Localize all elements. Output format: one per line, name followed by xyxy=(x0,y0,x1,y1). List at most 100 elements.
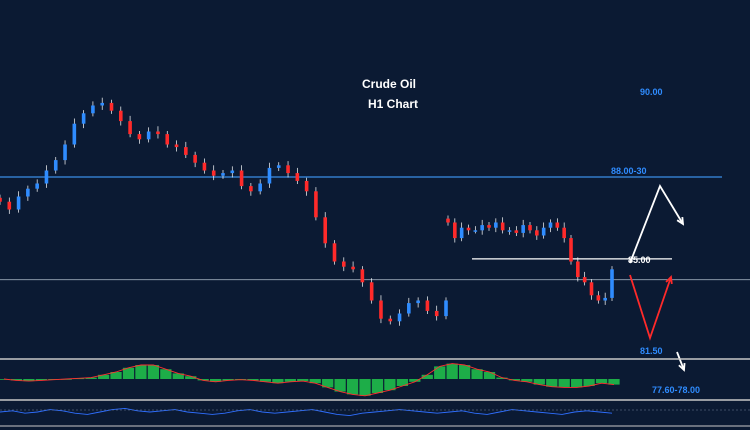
seg2-candle-15 xyxy=(548,222,553,228)
oscillator-bar-29 xyxy=(359,379,371,396)
seg1-candle-27 xyxy=(249,186,253,192)
seg1-candle-46 xyxy=(425,300,430,311)
seg1-candle-14 xyxy=(128,121,132,135)
oscillator-bar-7 xyxy=(85,377,97,379)
projection-line-2 xyxy=(676,351,685,371)
oscillator-bar-3 xyxy=(35,379,47,381)
seg1-candle-30 xyxy=(276,165,281,168)
oscillator-bar-37 xyxy=(458,365,471,379)
seg1-candle-13 xyxy=(118,110,123,122)
oscillator-bar-32 xyxy=(396,379,408,386)
seg1-candle-21 xyxy=(193,154,197,163)
seg1-candle-4 xyxy=(35,183,39,189)
seg1-candle-10 xyxy=(91,105,95,114)
oscillator-bar-25 xyxy=(309,379,321,384)
oscillator-bar-23 xyxy=(284,379,296,382)
seg1-candle-25 xyxy=(230,170,235,174)
seg2-candle-24 xyxy=(610,269,614,298)
seg1-candle-24 xyxy=(221,173,225,176)
oscillator-bar-33 xyxy=(409,379,421,382)
seg1-candle-48 xyxy=(444,300,448,317)
chart-subtitle: H1 Chart xyxy=(368,97,419,111)
oscillator-bar-15 xyxy=(185,376,197,379)
seg1-candle-23 xyxy=(211,170,216,176)
seg2-candle-3 xyxy=(466,227,471,231)
seg2-candle-11 xyxy=(521,225,525,233)
seg2-candle-10 xyxy=(514,230,519,233)
oscillator-bar-46 xyxy=(571,379,583,388)
seg1-candle-0 xyxy=(0,197,2,202)
level-label-88: 88.00-30 xyxy=(611,166,647,176)
seg2-candle-9 xyxy=(507,230,512,232)
seg1-candle-39 xyxy=(360,269,365,283)
oscillator-bar-10 xyxy=(122,367,135,379)
seg1-candle-31 xyxy=(286,165,290,174)
oscillator-bar-8 xyxy=(97,374,110,379)
oscillator-bar-47 xyxy=(583,379,595,386)
projection-line-1 xyxy=(629,274,672,341)
lower-indicator-line xyxy=(0,407,613,417)
oscillator-bar-45 xyxy=(558,379,570,388)
seg2-candle-2 xyxy=(459,227,464,239)
oscillator-bar-20 xyxy=(247,379,259,381)
projection-arrowhead-1 xyxy=(665,275,673,285)
oscillator-bar-48 xyxy=(595,379,608,384)
seg1-candle-35 xyxy=(323,217,328,244)
seg1-candle-16 xyxy=(146,131,151,140)
seg2-candle-12 xyxy=(528,225,532,231)
oscillator-bar-43 xyxy=(533,379,545,385)
oscillator-bar-2 xyxy=(23,379,35,382)
oscillator-signal-line xyxy=(3,363,615,397)
projection-arrowhead-0 xyxy=(676,216,685,226)
seg1-candle-42 xyxy=(388,318,393,322)
seg2-candle-4 xyxy=(473,230,478,232)
oscillator-bar-11 xyxy=(135,365,147,379)
seg1-candle-15 xyxy=(137,134,142,140)
seg1-candle-29 xyxy=(267,167,272,184)
seg2-candle-20 xyxy=(582,277,587,283)
seg1-candle-44 xyxy=(407,303,411,314)
seg1-candle-32 xyxy=(295,173,300,181)
seg1-candle-9 xyxy=(81,113,86,124)
oscillator-bar-42 xyxy=(521,379,533,382)
seg2-candle-19 xyxy=(576,261,580,278)
seg1-candle-8 xyxy=(72,123,77,145)
seg1-candle-2 xyxy=(16,196,21,210)
oscillator-bar-49 xyxy=(608,379,620,385)
seg1-candle-40 xyxy=(369,282,374,301)
projection-arrowhead-2 xyxy=(678,362,686,372)
seg2-candle-23 xyxy=(603,297,607,301)
oscillator-bar-39 xyxy=(483,372,496,379)
seg1-candle-3 xyxy=(26,188,30,197)
level-label-90: 90.00 xyxy=(640,87,663,97)
seg2-candle-7 xyxy=(494,222,498,228)
seg1-candle-26 xyxy=(239,170,244,187)
seg1-candle-7 xyxy=(63,144,67,161)
seg1-candle-18 xyxy=(165,134,170,145)
seg1-candle-41 xyxy=(379,300,383,319)
oscillator-bar-34 xyxy=(421,374,433,379)
oscillator-bar-21 xyxy=(259,379,272,382)
level-label-81-5: 81.50 xyxy=(640,346,663,356)
seg1-candle-12 xyxy=(109,102,114,111)
seg1-candle-43 xyxy=(397,313,402,322)
seg1-candle-11 xyxy=(100,102,105,106)
oscillator-bar-27 xyxy=(334,379,346,392)
oscillator-bar-24 xyxy=(297,379,309,382)
oscillator-bar-22 xyxy=(272,379,284,384)
projection-line-0 xyxy=(629,183,684,264)
oscillator-bar-9 xyxy=(110,372,122,379)
seg2-candle-6 xyxy=(487,225,491,228)
oscillator-bar-35 xyxy=(434,366,446,379)
seg2-candle-0 xyxy=(446,218,450,223)
oscillator-bar-40 xyxy=(496,377,508,379)
seg1-candle-47 xyxy=(434,310,439,317)
seg1-candle-34 xyxy=(314,191,318,218)
oscillator-bar-13 xyxy=(160,369,172,379)
oscillator-bar-44 xyxy=(546,379,558,387)
seg1-candle-38 xyxy=(351,266,355,270)
oscillator-bar-18 xyxy=(222,379,234,381)
seg1-candle-20 xyxy=(184,147,188,155)
